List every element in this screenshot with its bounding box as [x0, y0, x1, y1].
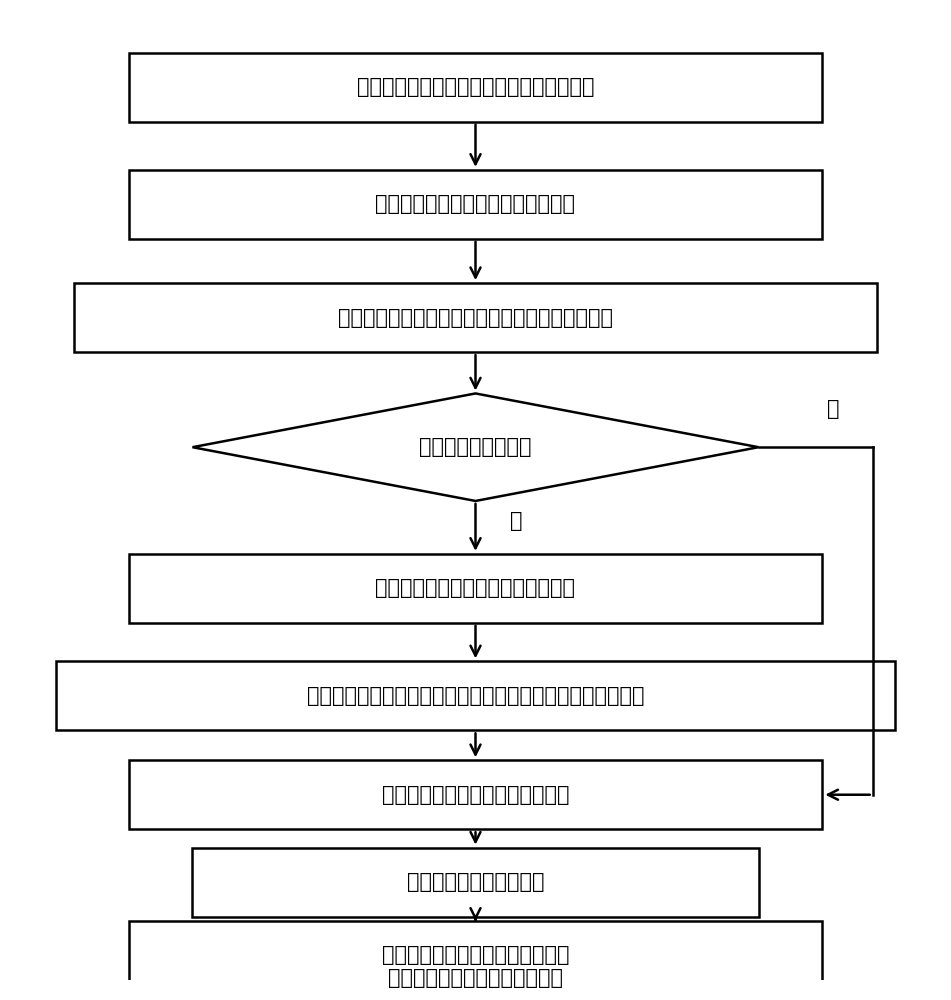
Text: 安排抽蓄在风电出力较大的时段抽水: 安排抽蓄在风电出力较大的时段抽水 — [376, 578, 575, 598]
Bar — [128, 760, 823, 829]
Text: 是: 是 — [827, 399, 840, 419]
Bar — [192, 848, 759, 917]
Text: 按风电接入电网上限确定各负荷时段弃风电: 按风电接入电网上限确定各负荷时段弃风电 — [357, 77, 594, 97]
Text: 否: 否 — [510, 511, 523, 531]
Text: 按风蓄联合电场的出力修正负荷曲: 按风蓄联合电场的出力修正负荷曲 — [381, 785, 570, 805]
Text: 各时段联合出力达上: 各时段联合出力达上 — [419, 437, 532, 457]
Text: 计算系统技术经济指标，评价风蓄
联合运行方式对整个系统的影响: 计算系统技术经济指标，评价风蓄 联合运行方式对整个系统的影响 — [381, 945, 570, 988]
Polygon shape — [192, 393, 759, 501]
Text: 进行其他类型机组运行模: 进行其他类型机组运行模 — [407, 872, 544, 892]
Bar — [55, 661, 896, 730]
Bar — [128, 53, 823, 122]
Bar — [128, 554, 823, 623]
Text: 安排抽蓄在弃风时段利用弃风电力抽: 安排抽蓄在弃风时段利用弃风电力抽 — [376, 194, 575, 214]
Text: 安排抽蓄在风电出力较小的时段发电，使风蓄联合出力尽量平: 安排抽蓄在风电出力较小的时段发电，使风蓄联合出力尽量平 — [307, 686, 644, 706]
Bar — [74, 283, 877, 352]
Bar — [128, 921, 823, 1000]
Text: 安排抽蓄在其它时段发电，使风蓄联合出力尽量平: 安排抽蓄在其它时段发电，使风蓄联合出力尽量平 — [338, 308, 613, 328]
Bar — [128, 170, 823, 239]
